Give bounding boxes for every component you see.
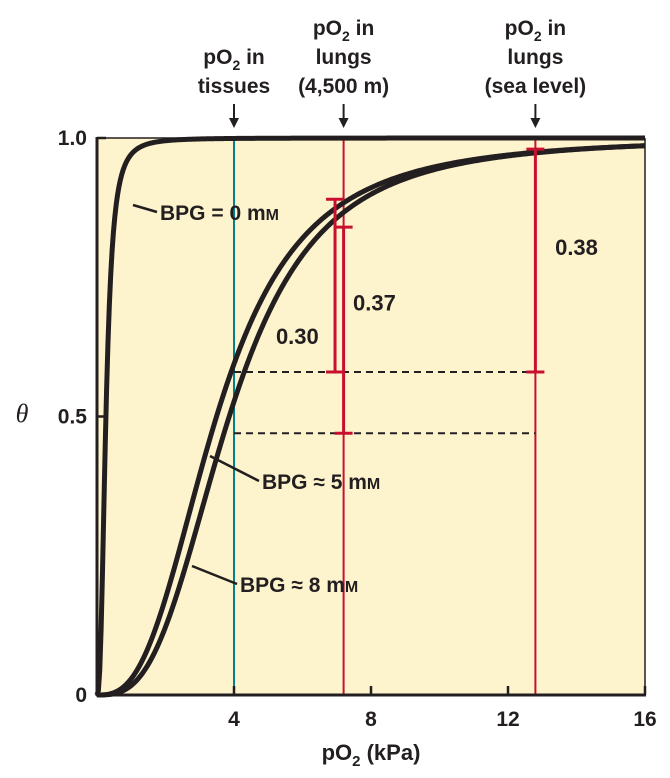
reference-label-3-line-3: (sea level) bbox=[485, 75, 587, 98]
reference-arrowhead-3 bbox=[530, 118, 541, 128]
y-axis-label: θ bbox=[16, 399, 29, 428]
reference-label-3-line-2: lungs bbox=[507, 46, 563, 69]
reference-arrowhead-2 bbox=[338, 118, 349, 128]
series-label-2: BPG ≈ 5 mM bbox=[262, 471, 380, 494]
reference-arrowhead-1 bbox=[229, 118, 239, 128]
reference-label-3-line-1: pO2 in bbox=[505, 17, 566, 44]
series-label-leader-3 bbox=[191, 564, 238, 586]
annotation-2: 0.37 bbox=[353, 291, 396, 316]
bracket-2 bbox=[334, 225, 353, 435]
y-tick-label-3: 1.0 bbox=[58, 127, 87, 150]
reference-label-2-line-2: lungs bbox=[316, 46, 372, 69]
x-tick-label-1: 4 bbox=[228, 708, 240, 731]
series-label-1: BPG = 0 mM bbox=[160, 202, 279, 225]
x-tick-label-3: 12 bbox=[496, 708, 519, 731]
annotation-1: 0.30 bbox=[276, 324, 319, 349]
x-axis-label: pO2 (kPa) bbox=[322, 740, 421, 770]
plot-background bbox=[97, 138, 645, 695]
reference-label-1-line-2: tissues bbox=[198, 75, 270, 98]
reference-label-2-line-1: pO2 in bbox=[313, 17, 374, 44]
reference-label-2-line-3: (4,500 m) bbox=[298, 75, 389, 98]
x-tick-label-2: 8 bbox=[365, 708, 377, 731]
reference-label-1-line-1: pO2 in bbox=[203, 46, 264, 73]
y-tick-label-2: 0.5 bbox=[58, 406, 88, 429]
y-tick-label-1: 0 bbox=[75, 684, 87, 707]
series-label-leader-1 bbox=[132, 203, 158, 214]
series-label-leader-2 bbox=[209, 454, 260, 483]
series-label-3: BPG ≈ 8 mM bbox=[240, 574, 358, 597]
annotation-3: 0.38 bbox=[555, 235, 598, 260]
x-tick-label-4: 16 bbox=[633, 708, 656, 731]
series-line-3 bbox=[95, 143, 647, 698]
bracket-3 bbox=[526, 147, 545, 374]
